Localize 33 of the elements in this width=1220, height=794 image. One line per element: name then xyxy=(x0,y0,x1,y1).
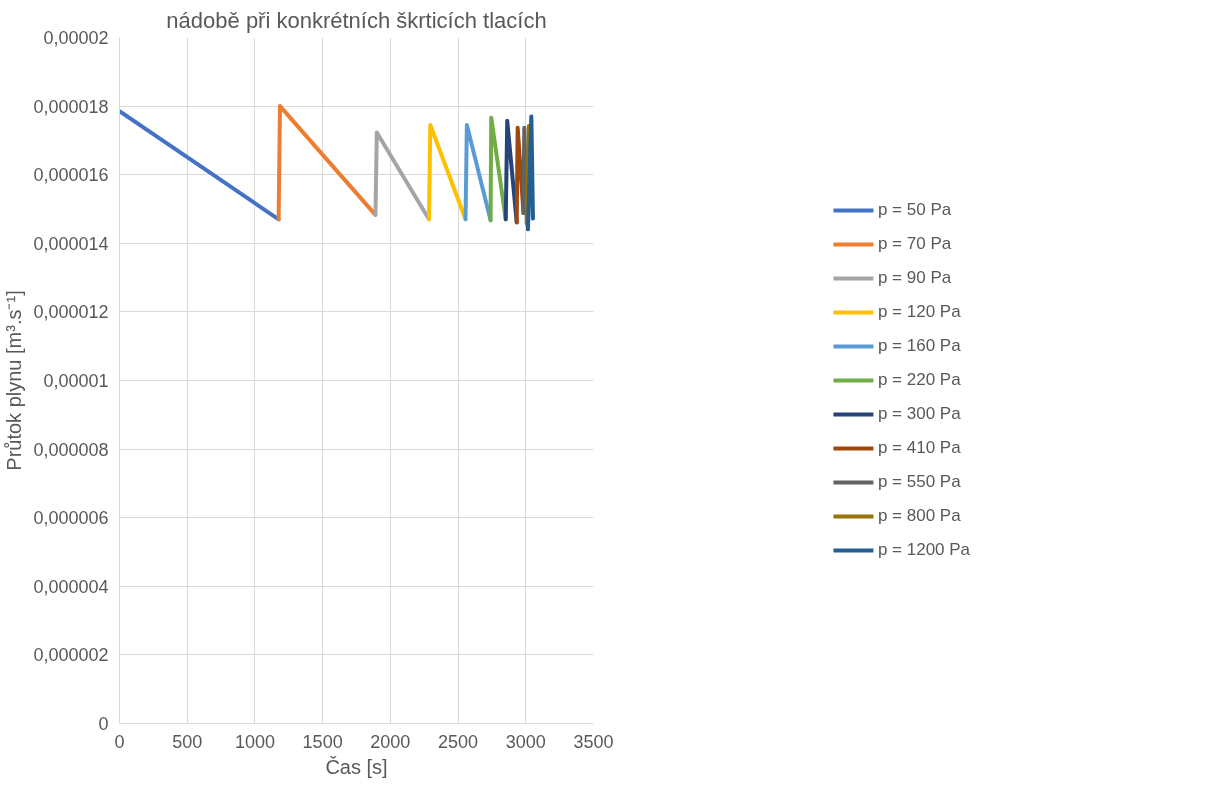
legend-label: p = 300 Pa xyxy=(877,404,961,424)
x-tick-label: 1000 xyxy=(234,731,275,752)
legend-label: p = 50 Pa xyxy=(877,200,952,220)
y-axis-title: Průtok plynu [m³.s⁻¹] xyxy=(3,290,26,471)
y-tick-label: 0,000002 xyxy=(33,645,109,666)
legend-label: p = 220 Pa xyxy=(877,370,961,390)
x-tick-label: 0 xyxy=(114,731,125,752)
legend-label: p = 90 Pa xyxy=(877,268,952,288)
y-tick-label: 0,00002 xyxy=(43,28,109,48)
y-tick-label: 0,000014 xyxy=(33,233,109,254)
x-tick-label: 2500 xyxy=(438,731,479,752)
y-tick-label: 0,000016 xyxy=(33,165,109,186)
y-tick-label: 0,000008 xyxy=(33,439,109,460)
legend-label: p = 410 Pa xyxy=(877,438,961,458)
y-tick-label: 0,00001 xyxy=(43,371,109,391)
x-tick-label: 500 xyxy=(172,731,203,752)
x-tick-label: 1500 xyxy=(302,731,343,752)
chart-title: nádobě při konkrétních škrticích tlacích xyxy=(166,7,547,33)
x-axis-title: Čas [s] xyxy=(325,755,388,778)
legend-label: p = 1200 Pa xyxy=(877,540,971,560)
x-tick-label: 3000 xyxy=(505,731,546,752)
y-tick-label: 0 xyxy=(98,714,109,734)
y-tick-label: 0,000006 xyxy=(33,508,109,529)
legend-label: p = 800 Pa xyxy=(877,506,961,526)
x-tick-label: 3500 xyxy=(573,731,614,752)
x-tick-label: 2000 xyxy=(370,731,411,752)
legend-label: p = 160 Pa xyxy=(877,336,961,356)
legend-label: p = 550 Pa xyxy=(877,472,961,492)
legend-label: p = 70 Pa xyxy=(877,234,952,254)
y-tick-label: 0,000004 xyxy=(33,576,109,597)
y-tick-label: 0,000012 xyxy=(33,302,109,323)
y-tick-label: 0,000018 xyxy=(33,96,109,117)
legend-label: p = 120 Pa xyxy=(877,302,961,322)
